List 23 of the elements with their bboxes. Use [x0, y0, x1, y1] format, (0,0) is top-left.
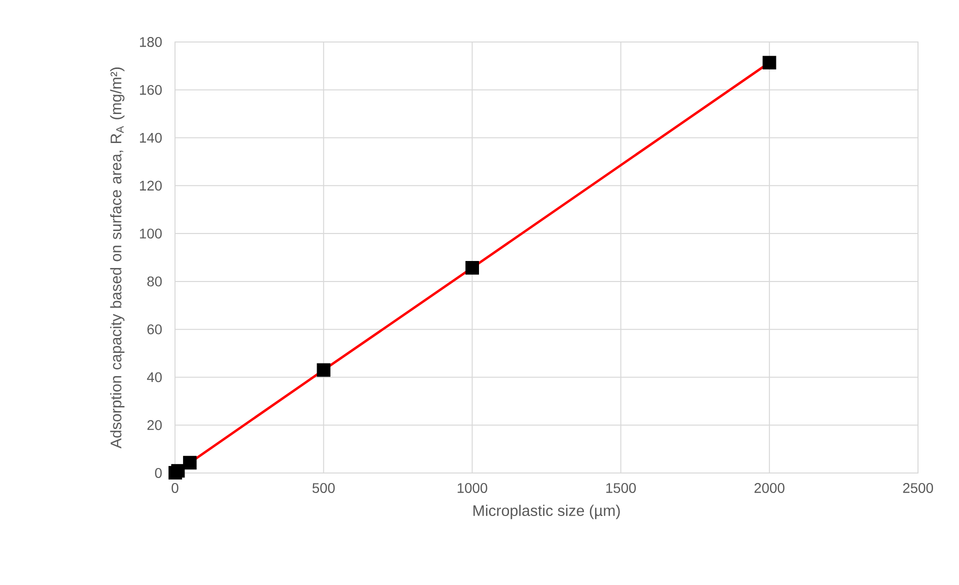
point [465, 261, 479, 275]
y-tick-label: 100 [140, 228, 162, 239]
point [316, 363, 330, 377]
y-axis-title: Adsorption capacity based on surface area, R$_{A}$ (mg/m²) [110, 67, 124, 448]
y-tick-label: 20 [147, 420, 162, 430]
point [171, 464, 185, 478]
y-tick-label: 40 [147, 372, 162, 382]
y-tick-label: 180 [140, 37, 162, 47]
x-tick-label: 2500 [903, 483, 934, 493]
y-tick-label: 80 [147, 276, 162, 286]
y-tick-label: 0 [155, 468, 162, 478]
x-tick-label: 2000 [754, 483, 784, 493]
x-tick-label: 1500 [606, 483, 636, 493]
y-tick-label: 140 [140, 132, 162, 143]
x-tick-label: 0 [172, 483, 178, 493]
y-tick-label: 120 [140, 180, 162, 191]
x-tick-label: 500 [312, 483, 335, 493]
x-axis-title: Microplastic size (µm) [473, 504, 620, 520]
point [183, 456, 197, 470]
point [762, 56, 776, 70]
y-tick-label: 60 [147, 324, 162, 334]
x-tick-label: 1000 [458, 483, 488, 493]
y-tick-label: 160 [140, 84, 162, 95]
